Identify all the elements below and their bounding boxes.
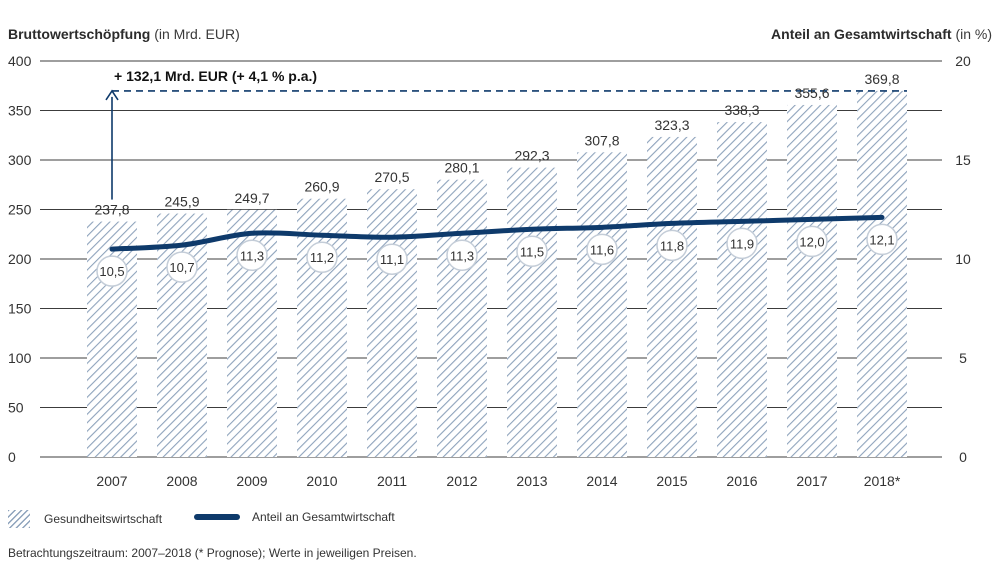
- share-value-label: 11,6: [590, 242, 614, 257]
- share-value-label: 12,0: [799, 234, 824, 249]
- bar-value-label: 260,9: [304, 179, 339, 195]
- bar-value-label: 270,5: [374, 169, 409, 185]
- share-marker: [446, 239, 478, 272]
- bar: [367, 189, 417, 457]
- left-axis-title-text: Bruttowertschöpfung: [8, 26, 151, 42]
- bar-value-label: 338,3: [724, 102, 759, 118]
- right-axis-unit: (in %): [955, 26, 992, 42]
- footnote: Betrachtungszeitraum: 2007–2018 (* Progn…: [8, 546, 417, 560]
- right-tick-label: 10: [955, 251, 971, 267]
- share-marker: [586, 233, 618, 266]
- legend-line-label: Anteil an Gesamtwirtschaft: [252, 510, 395, 524]
- right-axis-title-text: Anteil an Gesamtwirtschaft: [771, 26, 952, 42]
- growth-annotation: + 132,1 Mrd. EUR (+ 4,1 % p.a.): [114, 68, 317, 84]
- bar: [437, 179, 487, 458]
- left-tick-label: 0: [8, 449, 16, 465]
- bar: [647, 136, 697, 458]
- left-tick-label: 300: [8, 152, 32, 168]
- share-value-label: 10,5: [99, 264, 124, 279]
- legend-bars-label: Gesundheitswirtschaft: [44, 512, 163, 526]
- right-axis-title: Anteil an Gesamtwirtschaft (in %): [771, 26, 992, 42]
- share-value-label: 11,9: [730, 236, 754, 251]
- x-tick-label: 2011: [377, 473, 407, 489]
- legend-hatch-swatch: [8, 510, 30, 528]
- share-value-label: 12,1: [869, 232, 894, 247]
- bar-value-label: 369,8: [864, 71, 899, 87]
- x-tick-label: 2008: [166, 473, 197, 489]
- bar: [507, 167, 557, 458]
- x-tick-label: 2014: [586, 473, 617, 489]
- share-value-label: 10,7: [169, 260, 194, 275]
- share-marker: [376, 243, 408, 275]
- left-tick-label: 350: [8, 103, 32, 119]
- right-tick-label: 20: [955, 53, 971, 69]
- share-value-label: 11,3: [450, 248, 474, 263]
- bar-value-label: 280,1: [444, 160, 479, 176]
- share-marker: [796, 225, 828, 258]
- left-tick-label: 50: [8, 400, 24, 416]
- x-tick-label: 2007: [96, 473, 127, 489]
- left-tick-label: 400: [8, 53, 32, 69]
- share-marker: [236, 239, 268, 272]
- right-tick-label: 15: [955, 152, 971, 168]
- left-tick-label: 100: [8, 350, 32, 366]
- right-tick-label: 0: [959, 449, 967, 465]
- bar: [787, 104, 837, 458]
- share-value-label: 11,3: [240, 248, 264, 263]
- right-tick-label: 5: [959, 350, 967, 366]
- bar-value-label: 237,8: [94, 202, 129, 218]
- share-marker: [96, 255, 128, 287]
- share-value-label: 11,8: [660, 238, 684, 253]
- bar: [717, 122, 767, 457]
- bar: [577, 152, 627, 457]
- bar-value-label: 292,3: [514, 148, 549, 164]
- share-marker: [726, 227, 758, 260]
- left-tick-label: 200: [8, 251, 32, 267]
- bar-value-label: 323,3: [654, 117, 689, 133]
- x-tick-label: 2009: [236, 473, 267, 489]
- legend-item-bars: Gesundheitswirtschaft: [8, 510, 162, 528]
- bar-value-label: 355,6: [794, 85, 829, 101]
- x-tick-label: 2017: [796, 473, 827, 489]
- legend-line-swatch: [194, 514, 240, 520]
- bar-value-label: 245,9: [164, 194, 199, 210]
- x-tick-label: 2012: [446, 473, 477, 489]
- x-tick-label: 2013: [516, 473, 547, 489]
- legend-item-line: Anteil an Gesamtwirtschaft: [194, 510, 395, 524]
- bar-value-label: 249,7: [234, 190, 269, 206]
- x-tick-label: 2016: [726, 473, 757, 489]
- x-tick-label: 2018*: [864, 473, 901, 489]
- growth-arrow-head: [105, 89, 119, 101]
- share-marker: [866, 223, 898, 256]
- share-marker: [166, 251, 198, 283]
- left-axis-unit: (in Mrd. EUR): [154, 26, 240, 42]
- share-value-label: 11,1: [380, 252, 404, 267]
- share-line: [109, 214, 885, 252]
- share-marker: [656, 229, 688, 262]
- share-marker: [516, 235, 548, 268]
- bar: [857, 90, 907, 457]
- share-value-label: 11,2: [310, 250, 334, 265]
- share-value-label: 11,5: [520, 244, 544, 259]
- bar-value-label: 307,8: [584, 132, 619, 148]
- x-tick-label: 2010: [306, 473, 337, 489]
- left-tick-label: 250: [8, 202, 32, 218]
- x-tick-label: 2015: [656, 473, 687, 489]
- left-axis-title: Bruttowertschöpfung (in Mrd. EUR): [8, 26, 240, 42]
- share-marker: [306, 241, 338, 273]
- bar: [157, 213, 207, 457]
- left-tick-label: 150: [8, 301, 32, 317]
